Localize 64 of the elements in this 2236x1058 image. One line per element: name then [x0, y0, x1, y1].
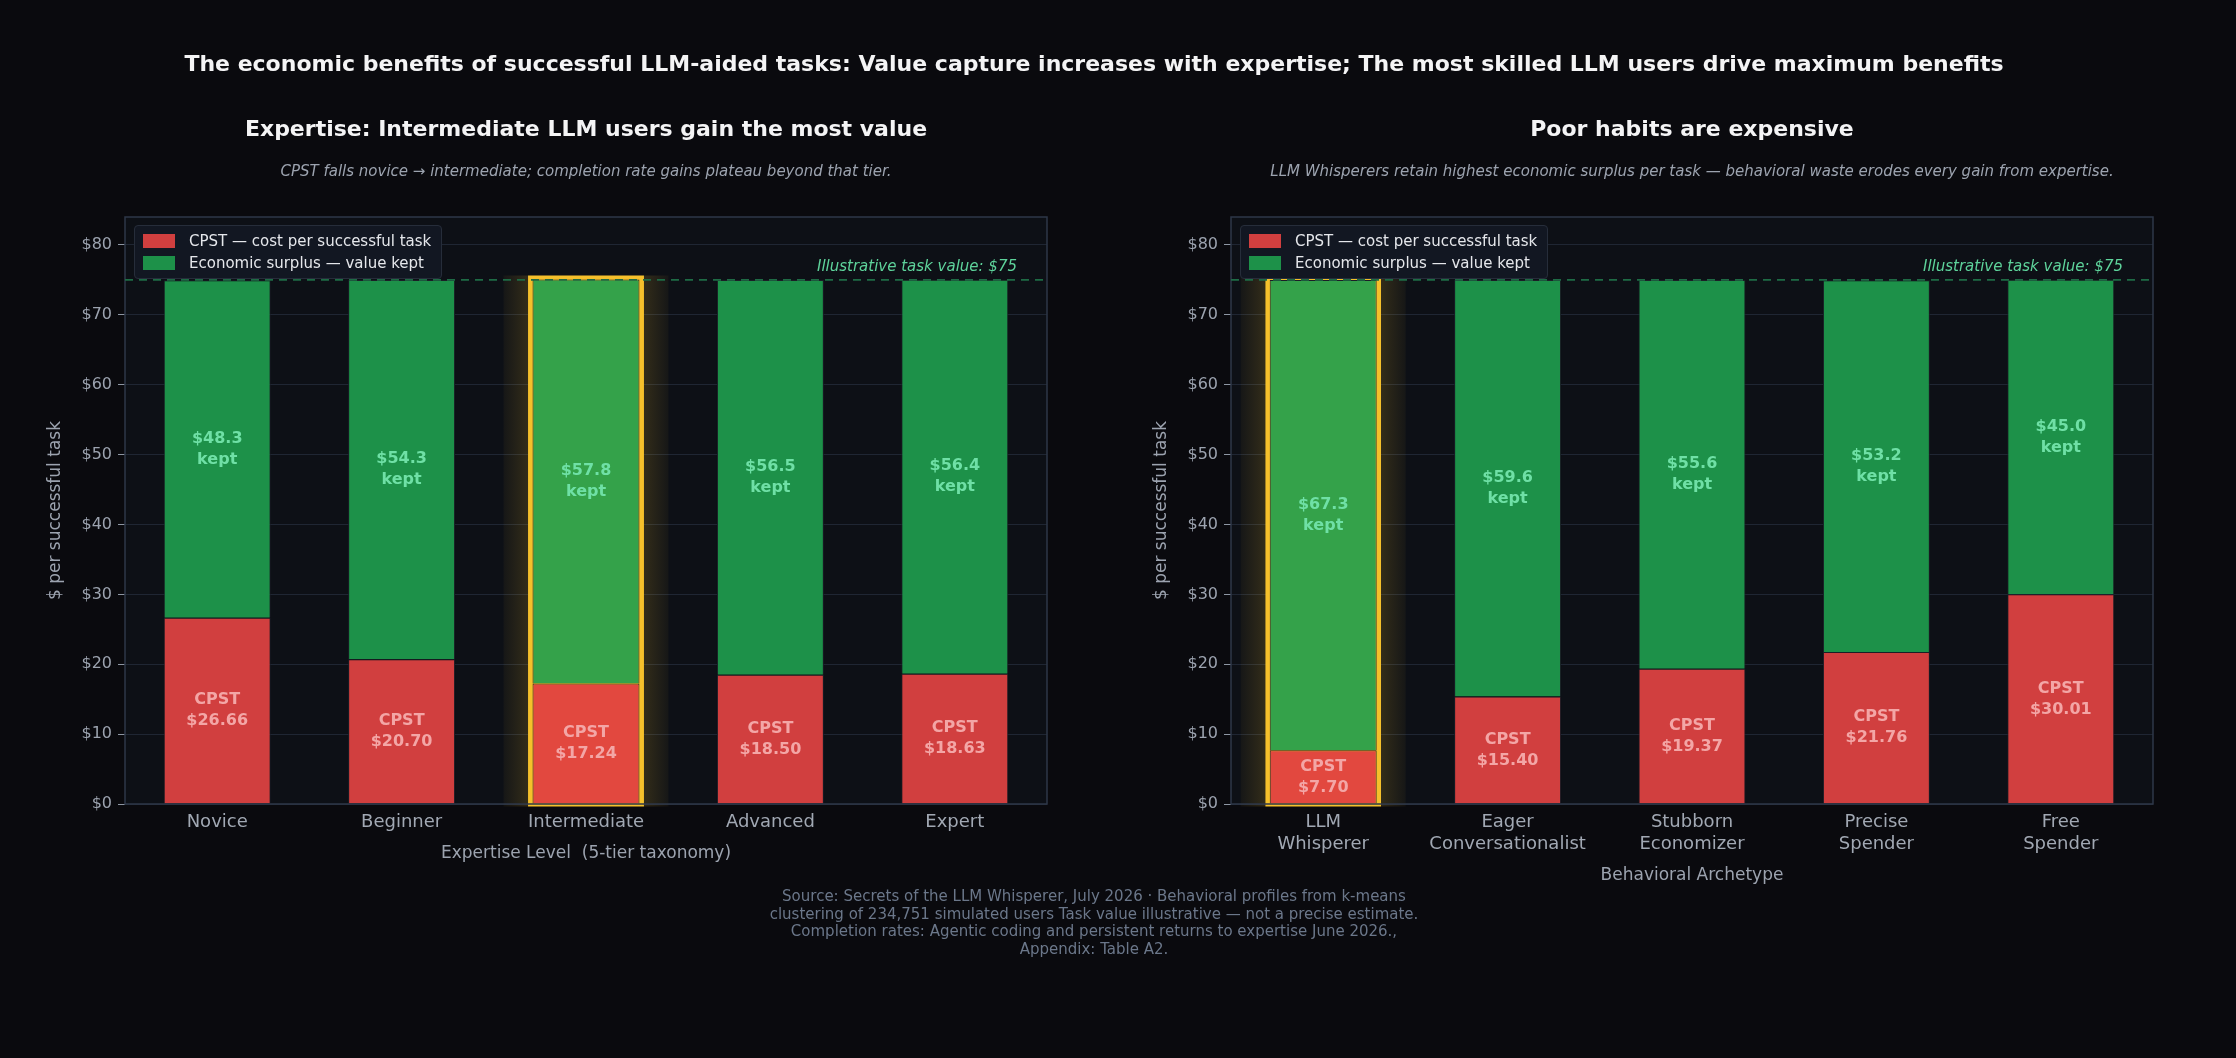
chart-subtitle: CPST falls novice → intermediate; completion rate gains plateau beyond that tier. [279, 161, 893, 181]
y-tick-label: $0 [1197, 793, 1218, 813]
y-tick-label: $10 [81, 723, 112, 743]
x-tick-label: Stubborn Economizer [1639, 810, 1746, 854]
data-label: CPST $18.63 [923, 717, 986, 758]
data-label: $67.3 kept [1297, 493, 1349, 534]
y-tick-label: $70 [1187, 303, 1218, 323]
data-label: $48.3 kept [191, 427, 243, 468]
data-label: $45.0 kept [2035, 415, 2087, 456]
data-label: CPST $7.70 [1297, 755, 1349, 796]
y-tick-label: $40 [81, 513, 112, 533]
x-tick-label: Precise Spender [1838, 810, 1915, 854]
ref-line-label: Illustrative task value: $75 [816, 257, 1017, 276]
chart-title: Expertise: Intermediate LLM users gain the most value [243, 115, 929, 143]
y-tick-label: $30 [1187, 583, 1218, 603]
data-label: $56.5 kept [745, 455, 796, 496]
y-tick-label: $50 [81, 443, 112, 463]
legend-label: Economic surplus — value kept [1295, 254, 1530, 272]
data-label: CPST $30.01 [2029, 677, 2092, 718]
y-axis-title: $ per successful task [43, 420, 64, 601]
y-tick-label: $10 [1187, 723, 1218, 743]
y-tick-label: $60 [81, 373, 112, 393]
data-label: CPST $19.37 [1661, 714, 1723, 755]
legend-label: Economic surplus — value kept [189, 254, 424, 272]
source-note: Source: Secrets of the LLM Whisperer, July 2026 · Behavioral profiles from k-means clustering of 234,751 simulated users Task value illustrative — not a precise estimate. Completion rates: Agentic coding and persistent returns to expertise June 2026., Appendix: Table A2. [768, 887, 1420, 958]
data-label: $54.3 kept [376, 448, 427, 489]
x-tick-label: Intermediate [527, 810, 645, 832]
text: The economic benefits of successful LLM-aided tasks: Value capture increases with expertise; The most skilled LLM users drive maximum benefits [183, 50, 2005, 78]
data-label: CPST $15.40 [1476, 728, 1539, 769]
y-tick-label: $30 [81, 583, 112, 603]
y-tick-label: $60 [1187, 373, 1218, 393]
x-tick-label: Beginner [361, 810, 443, 832]
y-tick-label: $80 [81, 234, 112, 254]
data-label: $57.8 kept [560, 460, 612, 501]
y-tick-label: $80 [1187, 234, 1218, 254]
x-tick-label: LLM Whisperer [1277, 810, 1370, 854]
data-label: $56.4 kept [929, 455, 981, 496]
y-tick-label: $50 [1187, 443, 1218, 463]
x-axis-title: Behavioral Archetype [1600, 863, 1784, 884]
chart-title: Poor habits are expensive [1529, 115, 1855, 143]
y-tick-label: $0 [91, 793, 112, 813]
x-tick-label: Expert [925, 810, 985, 832]
y-tick-label: $70 [81, 303, 112, 323]
legend-label: CPST — cost per successful task [189, 232, 432, 250]
data-label: CPST $20.70 [370, 710, 433, 751]
y-tick-label: $40 [1187, 513, 1218, 533]
x-tick-label: Free Spender [2023, 810, 2100, 854]
y-tick-label: $20 [81, 653, 112, 673]
x-tick-label: Novice [186, 810, 248, 832]
legend-label: CPST — cost per successful task [1295, 232, 1538, 250]
data-label: $55.6 kept [1666, 453, 1718, 494]
data-label: CPST $21.76 [1845, 706, 1908, 747]
x-tick-label: Advanced [725, 810, 815, 832]
ref-line-label: Illustrative task value: $75 [1922, 257, 2123, 276]
x-axis-title: Expertise Level (5-tier taxonomy) [440, 842, 732, 863]
data-label: CPST $18.50 [739, 717, 802, 758]
chart-subtitle: LLM Whisperers retain highest economic surplus per task — behavioral waste erodes every gain from expertise. [1269, 161, 2115, 181]
y-axis-title: $ per successful task [1149, 420, 1170, 601]
data-label: CPST $17.24 [555, 722, 617, 763]
data-label: $53.2 kept [1851, 444, 1902, 485]
y-tick-label: $20 [1187, 653, 1218, 673]
x-tick-label: Eager Conversationalist [1429, 810, 1586, 854]
data-label: CPST $26.66 [186, 689, 249, 730]
data-label: $59.6 kept [1482, 466, 1533, 507]
